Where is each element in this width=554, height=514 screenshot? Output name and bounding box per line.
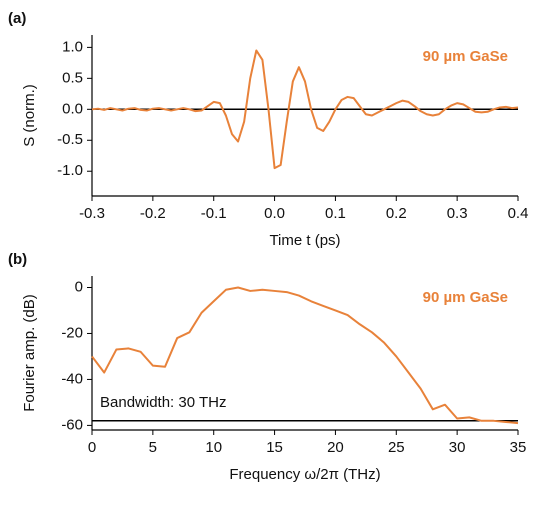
x-tick-label: -0.3 bbox=[79, 205, 105, 222]
y-axis-label: Fourier amp. (dB) bbox=[21, 294, 38, 412]
panel-label: (b) bbox=[8, 251, 27, 268]
x-tick-label: -0.2 bbox=[140, 205, 166, 222]
y-axis-label: S (norm.) bbox=[21, 84, 38, 147]
data-line bbox=[91, 286, 519, 425]
panel-label: (a) bbox=[8, 10, 26, 27]
x-tick-label: 15 bbox=[266, 439, 283, 456]
x-axis-label: Frequency ω/2π (THz) bbox=[229, 466, 380, 483]
y-tick-label: -60 bbox=[61, 416, 83, 433]
x-tick-label: 35 bbox=[510, 439, 527, 456]
x-tick-label: 25 bbox=[388, 439, 405, 456]
y-tick-label: 0 bbox=[75, 278, 83, 295]
x-axis-label: Time t (ps) bbox=[269, 232, 340, 249]
y-tick-label: 0.5 bbox=[62, 69, 83, 86]
x-tick-label: 0.3 bbox=[447, 205, 468, 222]
y-tick-label: -1.0 bbox=[57, 162, 83, 179]
annotation: 90 µm GaSe bbox=[423, 289, 508, 306]
x-tick-label: 0.2 bbox=[386, 205, 407, 222]
x-tick-label: 0.1 bbox=[325, 205, 346, 222]
x-tick-label: 0.4 bbox=[508, 205, 529, 222]
annotation: 90 µm GaSe bbox=[423, 48, 508, 65]
x-tick-label: 30 bbox=[449, 439, 466, 456]
x-tick-label: 5 bbox=[149, 439, 157, 456]
y-tick-label: -20 bbox=[61, 324, 83, 341]
x-tick-label: 0 bbox=[88, 439, 96, 456]
y-tick-label: -0.5 bbox=[57, 131, 83, 148]
y-tick-label: -40 bbox=[61, 370, 83, 387]
y-tick-label: 0.0 bbox=[62, 100, 83, 117]
x-tick-label: -0.1 bbox=[201, 205, 227, 222]
x-tick-label: 20 bbox=[327, 439, 344, 456]
data-line bbox=[91, 49, 519, 170]
x-tick-label: 0.0 bbox=[264, 205, 285, 222]
x-tick-label: 10 bbox=[205, 439, 222, 456]
y-tick-label: 1.0 bbox=[62, 38, 83, 55]
reference-label: Bandwidth: 30 THz bbox=[100, 394, 226, 411]
